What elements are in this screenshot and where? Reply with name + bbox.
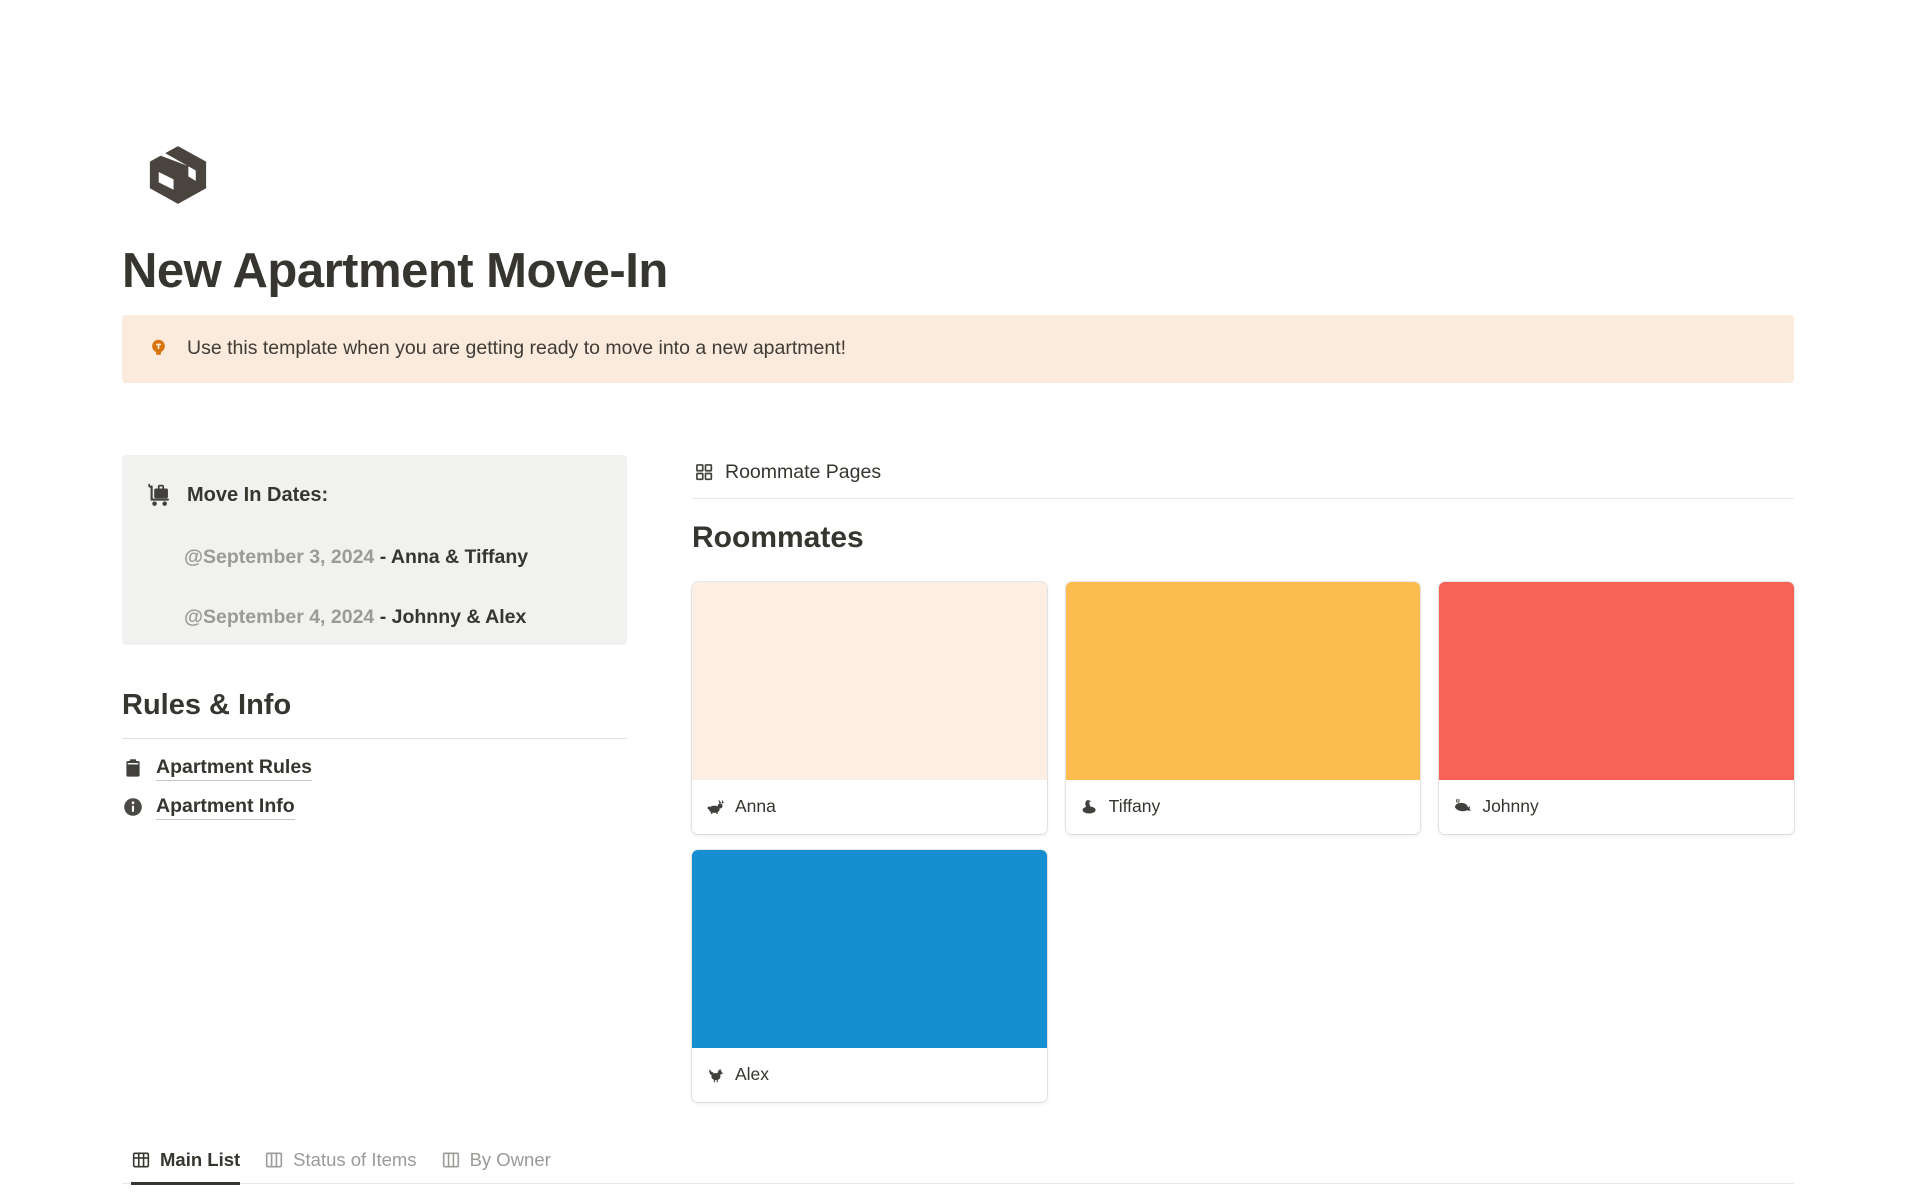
- lightbulb-icon: [147, 337, 170, 360]
- card-cover: [692, 581, 1047, 780]
- tab-label: Main List: [160, 1148, 241, 1170]
- move-in-dates-title: Move In Dates:: [187, 483, 329, 506]
- card-title: Johnny: [1482, 796, 1539, 817]
- entry-names: Johnny & Alex: [391, 605, 527, 628]
- page-icon[interactable]: [141, 132, 215, 212]
- callout-text: Use this template when you are getting r…: [187, 337, 847, 360]
- left-column: Move In Dates: @September 3, 2024 - Anna…: [122, 454, 627, 827]
- tab-main-list[interactable]: Main List: [131, 1148, 241, 1185]
- card-title: Alex: [735, 1064, 770, 1085]
- roommate-card-anna[interactable]: Anna: [692, 581, 1047, 834]
- two-column-section: Move In Dates: @September 3, 2024 - Anna…: [122, 454, 1794, 1102]
- card-title: Tiffany: [1108, 796, 1161, 817]
- view-tabs: Main List Status of Items By Owner: [122, 1148, 1794, 1185]
- card-footer: Anna: [692, 779, 1047, 834]
- card-title: Anna: [735, 796, 776, 817]
- card-cover: [1439, 581, 1794, 780]
- move-in-entry: @September 4, 2024 - Johnny & Alex: [184, 606, 603, 629]
- luggage-cart-icon: [146, 482, 173, 509]
- right-column: Roommate Pages Roommates: [692, 455, 1794, 1102]
- swan-icon: [1080, 797, 1099, 816]
- rules-info-heading: Rules & Info: [122, 688, 292, 721]
- page-title[interactable]: New Apartment Move-In: [122, 244, 668, 298]
- card-cover: [692, 849, 1047, 1048]
- card-cover: [1065, 581, 1421, 780]
- page-link-apartment-rules[interactable]: Apartment Rules: [122, 749, 627, 788]
- card-footer: Johnny: [1439, 779, 1794, 834]
- rabbit-icon: [706, 797, 725, 816]
- entry-separator: -: [374, 605, 392, 628]
- tab-by-owner[interactable]: By Owner: [441, 1149, 551, 1185]
- tab-label: Status of Items: [293, 1148, 417, 1170]
- roommates-gallery: Anna Tiffany: [692, 581, 1794, 1102]
- package-box-icon: [141, 132, 215, 212]
- page-content: New Apartment Move-In Use this template …: [122, 132, 1794, 1199]
- table-icon: [131, 1150, 151, 1170]
- tab-label: By Owner: [469, 1148, 551, 1170]
- entry-names: Anna & Tiffany: [390, 545, 529, 568]
- date-mention[interactable]: @September 4, 2024: [184, 605, 375, 628]
- tab-status-of-items[interactable]: Status of Items: [264, 1148, 417, 1185]
- divider: [122, 737, 627, 739]
- roommate-card-alex[interactable]: Alex: [692, 849, 1047, 1102]
- gallery-grid-icon: [694, 462, 714, 482]
- entry-separator: -: [374, 545, 391, 568]
- date-mention[interactable]: @September 3, 2024: [184, 545, 375, 568]
- page-link-apartment-info[interactable]: Apartment Info: [122, 788, 627, 827]
- linked-database-header[interactable]: Roommate Pages: [692, 455, 1794, 499]
- roommate-card-tiffany[interactable]: Tiffany: [1065, 581, 1421, 834]
- linked-database-title: Roommate Pages: [725, 460, 882, 483]
- board-icon: [441, 1150, 461, 1170]
- board-icon: [264, 1150, 284, 1170]
- move-in-dates-header: Move In Dates:: [146, 482, 603, 509]
- card-footer: Alex: [692, 1047, 1047, 1102]
- clipboard-icon: [122, 757, 144, 779]
- move-in-dates-callout: Move In Dates: @September 3, 2024 - Anna…: [122, 454, 627, 645]
- whale-icon: [1453, 797, 1472, 816]
- rooster-icon: [706, 1065, 725, 1084]
- tip-callout: Use this template when you are getting r…: [122, 314, 1794, 383]
- move-in-entry: @September 3, 2024 - Anna & Tiffany: [184, 546, 603, 569]
- page-link-label: Apartment Rules: [156, 756, 313, 781]
- roommates-heading: Roommates: [692, 520, 864, 554]
- roommate-card-johnny[interactable]: Johnny: [1439, 581, 1794, 834]
- card-footer: Tiffany: [1065, 779, 1421, 834]
- page-link-label: Apartment Info: [156, 795, 295, 820]
- info-circle-icon: [122, 796, 144, 818]
